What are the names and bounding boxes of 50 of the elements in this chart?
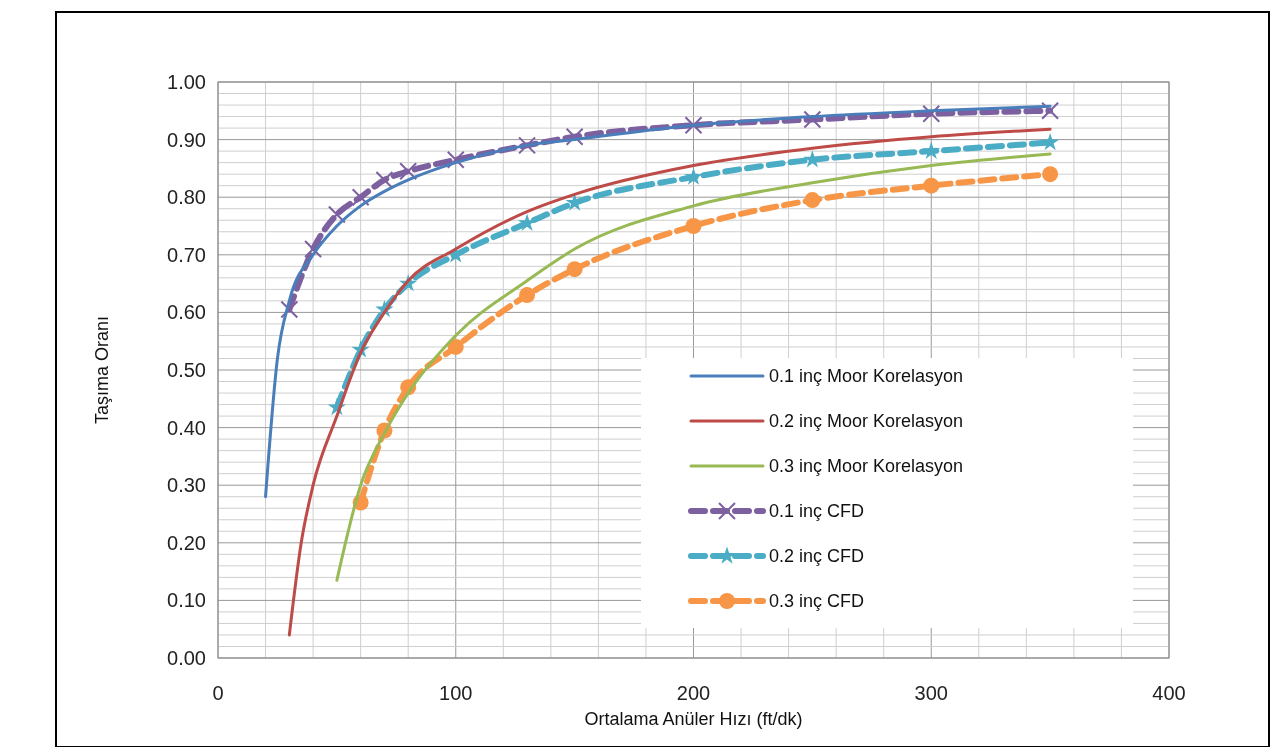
- x-tick-label: 400: [1152, 682, 1186, 704]
- y-tick-label: 0.20: [167, 531, 206, 554]
- x-tick-label: 200: [676, 682, 711, 704]
- point: [684, 116, 703, 135]
- point: [447, 338, 464, 355]
- legend-label: 0.1 inç CFD: [769, 501, 865, 522]
- x-tick-label: 100: [439, 682, 473, 704]
- point: [922, 141, 941, 159]
- y-axis-title: Taşıma Oranı: [92, 315, 112, 425]
- x-tick-label: 0: [212, 682, 224, 704]
- point: [565, 127, 584, 146]
- line-series: [335, 152, 1052, 582]
- y-tick-label: 0.60: [167, 301, 206, 324]
- x-tick-label: 300: [914, 682, 948, 704]
- point: [803, 110, 822, 129]
- point: [1042, 166, 1059, 183]
- point: [519, 287, 536, 304]
- point: [684, 167, 703, 185]
- line-series: [287, 127, 1052, 637]
- y-tick-label: 0.90: [167, 128, 206, 151]
- y-tick-label: 0.00: [167, 647, 206, 669]
- point: [923, 177, 940, 194]
- y-tick-label: 0.10: [167, 589, 206, 612]
- point: [375, 170, 394, 189]
- y-tick-label: 0.30: [167, 474, 206, 497]
- point: [804, 192, 821, 209]
- legend-label: 0.1 inç Moor Korelasyon: [769, 366, 964, 387]
- legend-label: 0.2 inç Moor Korelasyon: [769, 411, 964, 432]
- point: [280, 300, 299, 319]
- legend-label: 0.3 inç CFD: [769, 591, 865, 612]
- point: [446, 150, 465, 169]
- point: [685, 218, 702, 234]
- y-tick-label: 0.80: [167, 186, 206, 209]
- legend-label: 0.3 inç Moor Korelasyon: [769, 456, 964, 477]
- x-axis-title: Ortalama Anüler Hızı (ft/dk): [584, 709, 803, 729]
- point: [351, 188, 370, 207]
- point: [304, 240, 323, 259]
- point: [1040, 132, 1060, 151]
- y-tick-label: 0.50: [167, 359, 206, 381]
- point: [327, 205, 346, 224]
- point: [1041, 101, 1060, 120]
- y-tick-label: 0.70: [167, 243, 206, 266]
- line-series: [264, 104, 1052, 499]
- point: [922, 104, 941, 123]
- point: [399, 162, 418, 181]
- legend-label: 0.2 inç CFD: [769, 546, 865, 567]
- point: [518, 136, 537, 155]
- y-tick-label: 0.40: [167, 416, 206, 439]
- point: [566, 261, 583, 278]
- y-tick-label: 1.00: [167, 71, 206, 93]
